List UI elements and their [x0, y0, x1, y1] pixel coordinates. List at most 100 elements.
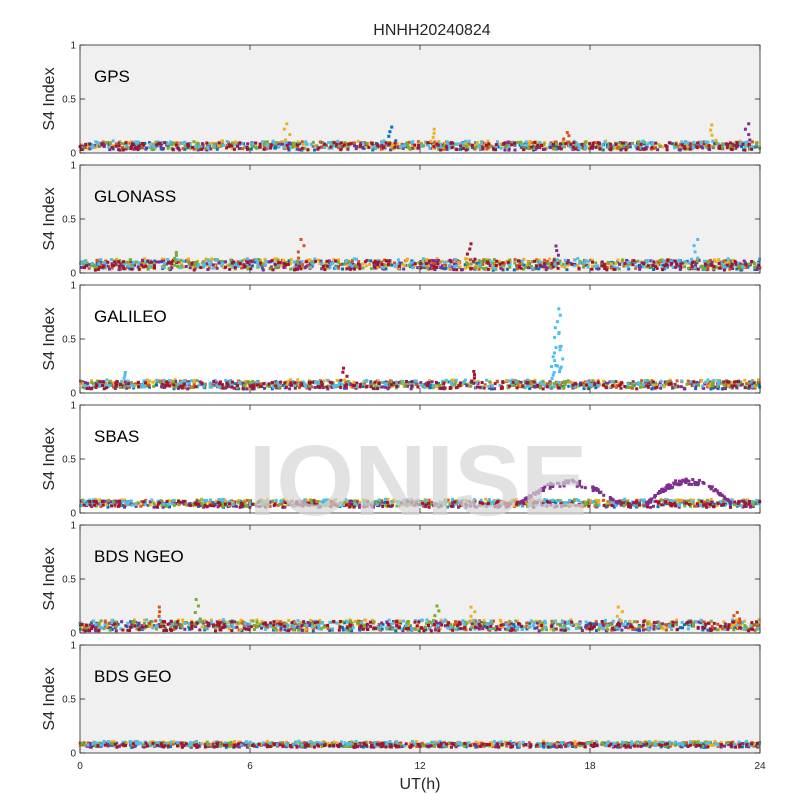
data-point	[487, 258, 491, 262]
data-point	[536, 383, 540, 387]
data-point	[211, 266, 215, 270]
data-point	[236, 260, 240, 264]
data-point	[183, 144, 187, 148]
data-point	[166, 261, 170, 265]
data-point	[384, 267, 388, 271]
data-point	[572, 141, 576, 145]
data-point	[237, 146, 241, 150]
data-point	[654, 499, 658, 503]
data-point	[513, 141, 517, 145]
data-point	[215, 383, 219, 387]
data-point	[638, 265, 642, 269]
data-point	[102, 261, 106, 265]
data-point	[480, 381, 484, 384]
data-point	[323, 498, 327, 502]
data-point	[469, 267, 473, 271]
data-point	[264, 502, 268, 506]
data-point	[529, 382, 533, 386]
data-point	[212, 144, 216, 148]
data-point	[660, 383, 664, 387]
data-point	[96, 259, 100, 263]
data-point	[562, 481, 566, 485]
data-point	[296, 266, 300, 269]
data-point	[513, 261, 517, 265]
data-point	[643, 379, 647, 383]
data-point	[669, 381, 673, 385]
data-point	[212, 383, 216, 387]
data-point	[123, 385, 126, 389]
data-point	[475, 380, 479, 384]
data-point	[182, 502, 186, 506]
data-point	[269, 146, 273, 150]
data-point	[651, 383, 655, 387]
data-point	[286, 500, 290, 504]
data-point	[402, 503, 406, 507]
data-point	[597, 503, 601, 507]
data-point	[161, 147, 165, 150]
data-point	[432, 127, 436, 131]
data-point	[107, 265, 111, 268]
data-point	[424, 262, 428, 266]
data-point	[673, 259, 677, 263]
data-point	[564, 262, 568, 266]
data-point	[130, 267, 134, 271]
data-point	[544, 268, 548, 272]
data-point	[332, 141, 336, 145]
data-point	[273, 263, 277, 267]
data-point	[606, 261, 610, 264]
data-point	[82, 503, 86, 507]
data-point	[494, 145, 498, 149]
data-point	[133, 263, 136, 267]
data-point	[757, 263, 761, 267]
data-point	[205, 499, 209, 502]
data-point	[188, 503, 192, 507]
data-point	[605, 381, 609, 385]
data-point	[254, 258, 258, 262]
data-point	[539, 384, 543, 388]
y-tick-label: 0	[70, 149, 76, 160]
data-point	[97, 384, 101, 388]
data-point	[470, 146, 474, 149]
data-point	[451, 501, 455, 505]
data-point	[267, 382, 271, 386]
data-point	[727, 380, 731, 384]
data-point	[163, 141, 167, 145]
data-point	[134, 504, 138, 508]
data-point	[671, 142, 674, 146]
data-point	[410, 384, 414, 388]
data-point	[595, 266, 599, 270]
data-point	[597, 498, 601, 502]
data-point	[291, 145, 295, 149]
data-point	[661, 268, 665, 272]
data-point	[428, 146, 432, 150]
data-point	[230, 385, 234, 389]
data-point	[180, 141, 184, 145]
data-point	[338, 144, 342, 148]
data-point	[646, 505, 649, 509]
data-point	[455, 268, 459, 272]
data-point	[682, 141, 686, 145]
data-point	[478, 263, 482, 267]
data-point	[264, 140, 268, 144]
data-point	[624, 148, 628, 152]
data-point	[150, 265, 154, 269]
data-point	[158, 141, 162, 145]
data-point	[455, 142, 459, 146]
data-point	[673, 385, 677, 389]
data-point	[561, 145, 565, 149]
data-point	[435, 142, 439, 146]
data-point	[529, 494, 533, 498]
data-point	[532, 146, 536, 150]
data-point	[586, 259, 590, 263]
data-point	[642, 147, 646, 151]
data-point	[729, 505, 733, 509]
data-point	[665, 263, 669, 267]
data-point	[287, 382, 291, 386]
data-point	[656, 263, 659, 267]
data-point	[516, 264, 520, 268]
data-point	[557, 380, 561, 384]
data-point	[716, 382, 720, 386]
data-point	[605, 504, 609, 508]
data-point	[443, 261, 447, 264]
data-point	[117, 144, 121, 148]
